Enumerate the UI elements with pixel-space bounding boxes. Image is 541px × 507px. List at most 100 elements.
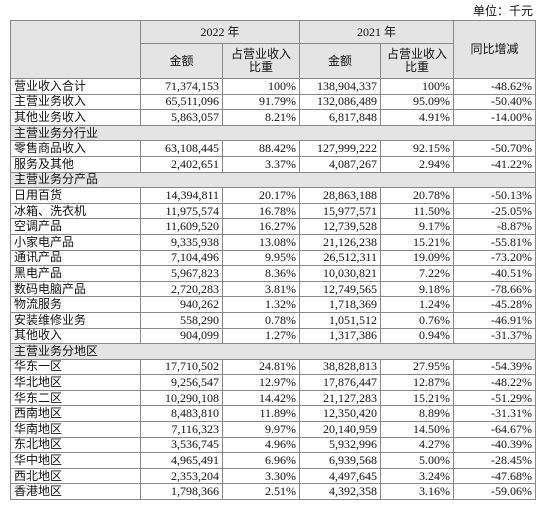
cell-value: 100% [221,78,301,95]
table-body: 营业收入合计 71,374,153 100% 138,904,337 100% -48.6… [9,78,537,501]
data-row: 日用百货 14,394,811 20.17% 28,863,188 20.78% -50.… [10,187,537,204]
cell-value: 16.78% [221,202,301,220]
cell-value: 1,051,512 [299,311,382,329]
cell-value: 95.09% [380,93,455,111]
cell-value: 15.21% [380,233,455,251]
cell-value: -40.39% [453,436,537,454]
cell-value: 14,394,811 [140,187,223,204]
cell-value: -55.81% [453,233,537,251]
cell-value: 28,863,188 [299,187,382,204]
row-label: 日用百货 [10,187,141,204]
cell-value: 11,609,520 [140,218,223,235]
data-row: 华中地区 4,965,491 6.96% 6,939,568 5.00% -28.45% [10,452,537,469]
cell-value: -45.28% [453,296,537,313]
cell-value: 9.17% [380,218,455,235]
cell-value: 7,104,496 [140,249,223,267]
row-label: 华东二区 [10,389,141,407]
data-row: 其他业务收入 5,863,057 8.21% 6,817,848 4.91% -14.00… [10,109,537,126]
cell-value: -50.40% [453,93,537,111]
cell-value: 8.36% [221,265,301,282]
cell-value: -48.22% [453,374,537,391]
data-row: 东北地区 3,536,745 4.96% 5,932,996 4.27% -40.39% [10,436,537,454]
cell-value: 0.94% [380,327,455,345]
cell-value: 71,374,153 [140,78,223,95]
data-row: 数码电脑产品 2,720,283 3.81% 12,749,565 9.18% -78.6… [10,280,537,298]
cell-value: 26,512,311 [299,249,382,267]
change-header: 同比增减 [453,20,537,79]
cell-value: 6.96% [221,452,301,469]
cell-value: 6,939,568 [299,452,382,469]
cell-value: 138,904,337 [299,78,382,95]
cell-value: 16.27% [221,218,301,235]
data-row: 华南地区 7,116,323 9.97% 20,140,959 14.50% -64.67… [10,421,537,438]
cell-value: -25.05% [453,202,537,220]
cell-value: 1,317,386 [299,327,382,345]
cell-value: 2,353,204 [140,467,223,485]
cell-value: -51.29% [453,389,537,407]
row-label: 主营业务分行业 [9,124,537,142]
cell-value: 8,483,810 [140,405,223,423]
data-row: 华北地区 9,256,547 12.97% 17,876,447 12.87% -48.2… [10,374,537,391]
cell-value: 2,720,283 [140,280,223,298]
cell-value: 15.21% [380,389,455,407]
cell-value: 20.78% [380,187,455,204]
cell-value: 9.18% [380,280,455,298]
cell-value: -31.31% [453,405,537,423]
cell-value: 88.42% [221,140,301,157]
cell-value: 13.08% [221,233,301,251]
cell-value: 8.21% [221,109,301,126]
data-row: 物流服务 940,262 1.32% 1,718,369 1.24% -45.28% [10,296,537,313]
cell-value: 0.78% [221,311,301,329]
cell-value: 15,977,571 [299,202,382,220]
row-label: 冰箱、洗衣机 [10,202,141,220]
cell-value: 92.15% [380,140,455,157]
cell-value: 940,262 [140,296,223,313]
cell-value: -59.06% [453,483,537,501]
row-label: 华中地区 [10,452,141,469]
cell-value: 7,116,323 [140,421,223,438]
cell-value: -14.00% [453,109,537,126]
cell-value: 24.81% [221,358,301,376]
cell-value: 20,140,959 [299,421,382,438]
cell-value: 3.24% [380,467,455,485]
cell-value: 9,335,938 [140,233,223,251]
data-row: 香港地区 1,798,366 2.51% 4,392,358 3.16% -59.06% [10,483,537,501]
cell-value: 4,392,358 [299,483,382,501]
cell-value: 9.95% [221,249,301,267]
cell-value: 11.50% [380,202,455,220]
row-label: 小家电产品 [10,233,141,251]
data-row: 通讯产品 7,104,496 9.95% 26,512,311 19.09% -73.20… [10,249,537,267]
cell-value: -64.67% [453,421,537,438]
cell-value: 127,999,222 [299,140,382,157]
row-label: 主营业务分地区 [9,343,537,360]
cell-value: 1,798,366 [140,483,223,501]
data-row: 华东二区 10,290,108 14.42% 21,127,283 15.21% -51.… [10,389,537,407]
row-label: 空调产品 [10,218,141,235]
row-label: 东北地区 [10,436,141,454]
cell-value: 0.76% [380,311,455,329]
row-label: 香港地区 [10,483,141,501]
cell-value: 21,126,238 [299,233,382,251]
cell-value: -28.45% [453,452,537,469]
data-row: 主营业务收入 65,511,096 91.79% 132,086,489 95.09% -… [10,93,537,111]
cell-value: 1.32% [221,296,301,313]
cell-value: -41.22% [453,155,537,173]
cell-value: -78.66% [453,280,537,298]
cell-value: 3.81% [221,280,301,298]
cell-value: 20.17% [221,187,301,204]
cell-value: 12,739,528 [299,218,382,235]
section-row: 主营业务分地区 [9,343,537,360]
cell-value: -54.39% [453,358,537,376]
share-header: 占营业收入比重 [380,43,455,79]
cell-value: 12,749,565 [299,280,382,298]
data-row: 华东一区 17,710,502 24.81% 38,828,813 27.95% -54.… [10,358,537,376]
row-label: 通讯产品 [10,249,141,267]
cell-value: 2.94% [380,155,455,173]
cell-value: 4.27% [380,436,455,454]
cell-value: 3,536,745 [140,436,223,454]
cell-value: 6,817,848 [299,109,382,126]
cell-value: 91.79% [221,93,301,111]
cell-value: -50.70% [453,140,537,157]
row-label: 华北地区 [10,374,141,391]
cell-value: 100% [380,78,455,95]
